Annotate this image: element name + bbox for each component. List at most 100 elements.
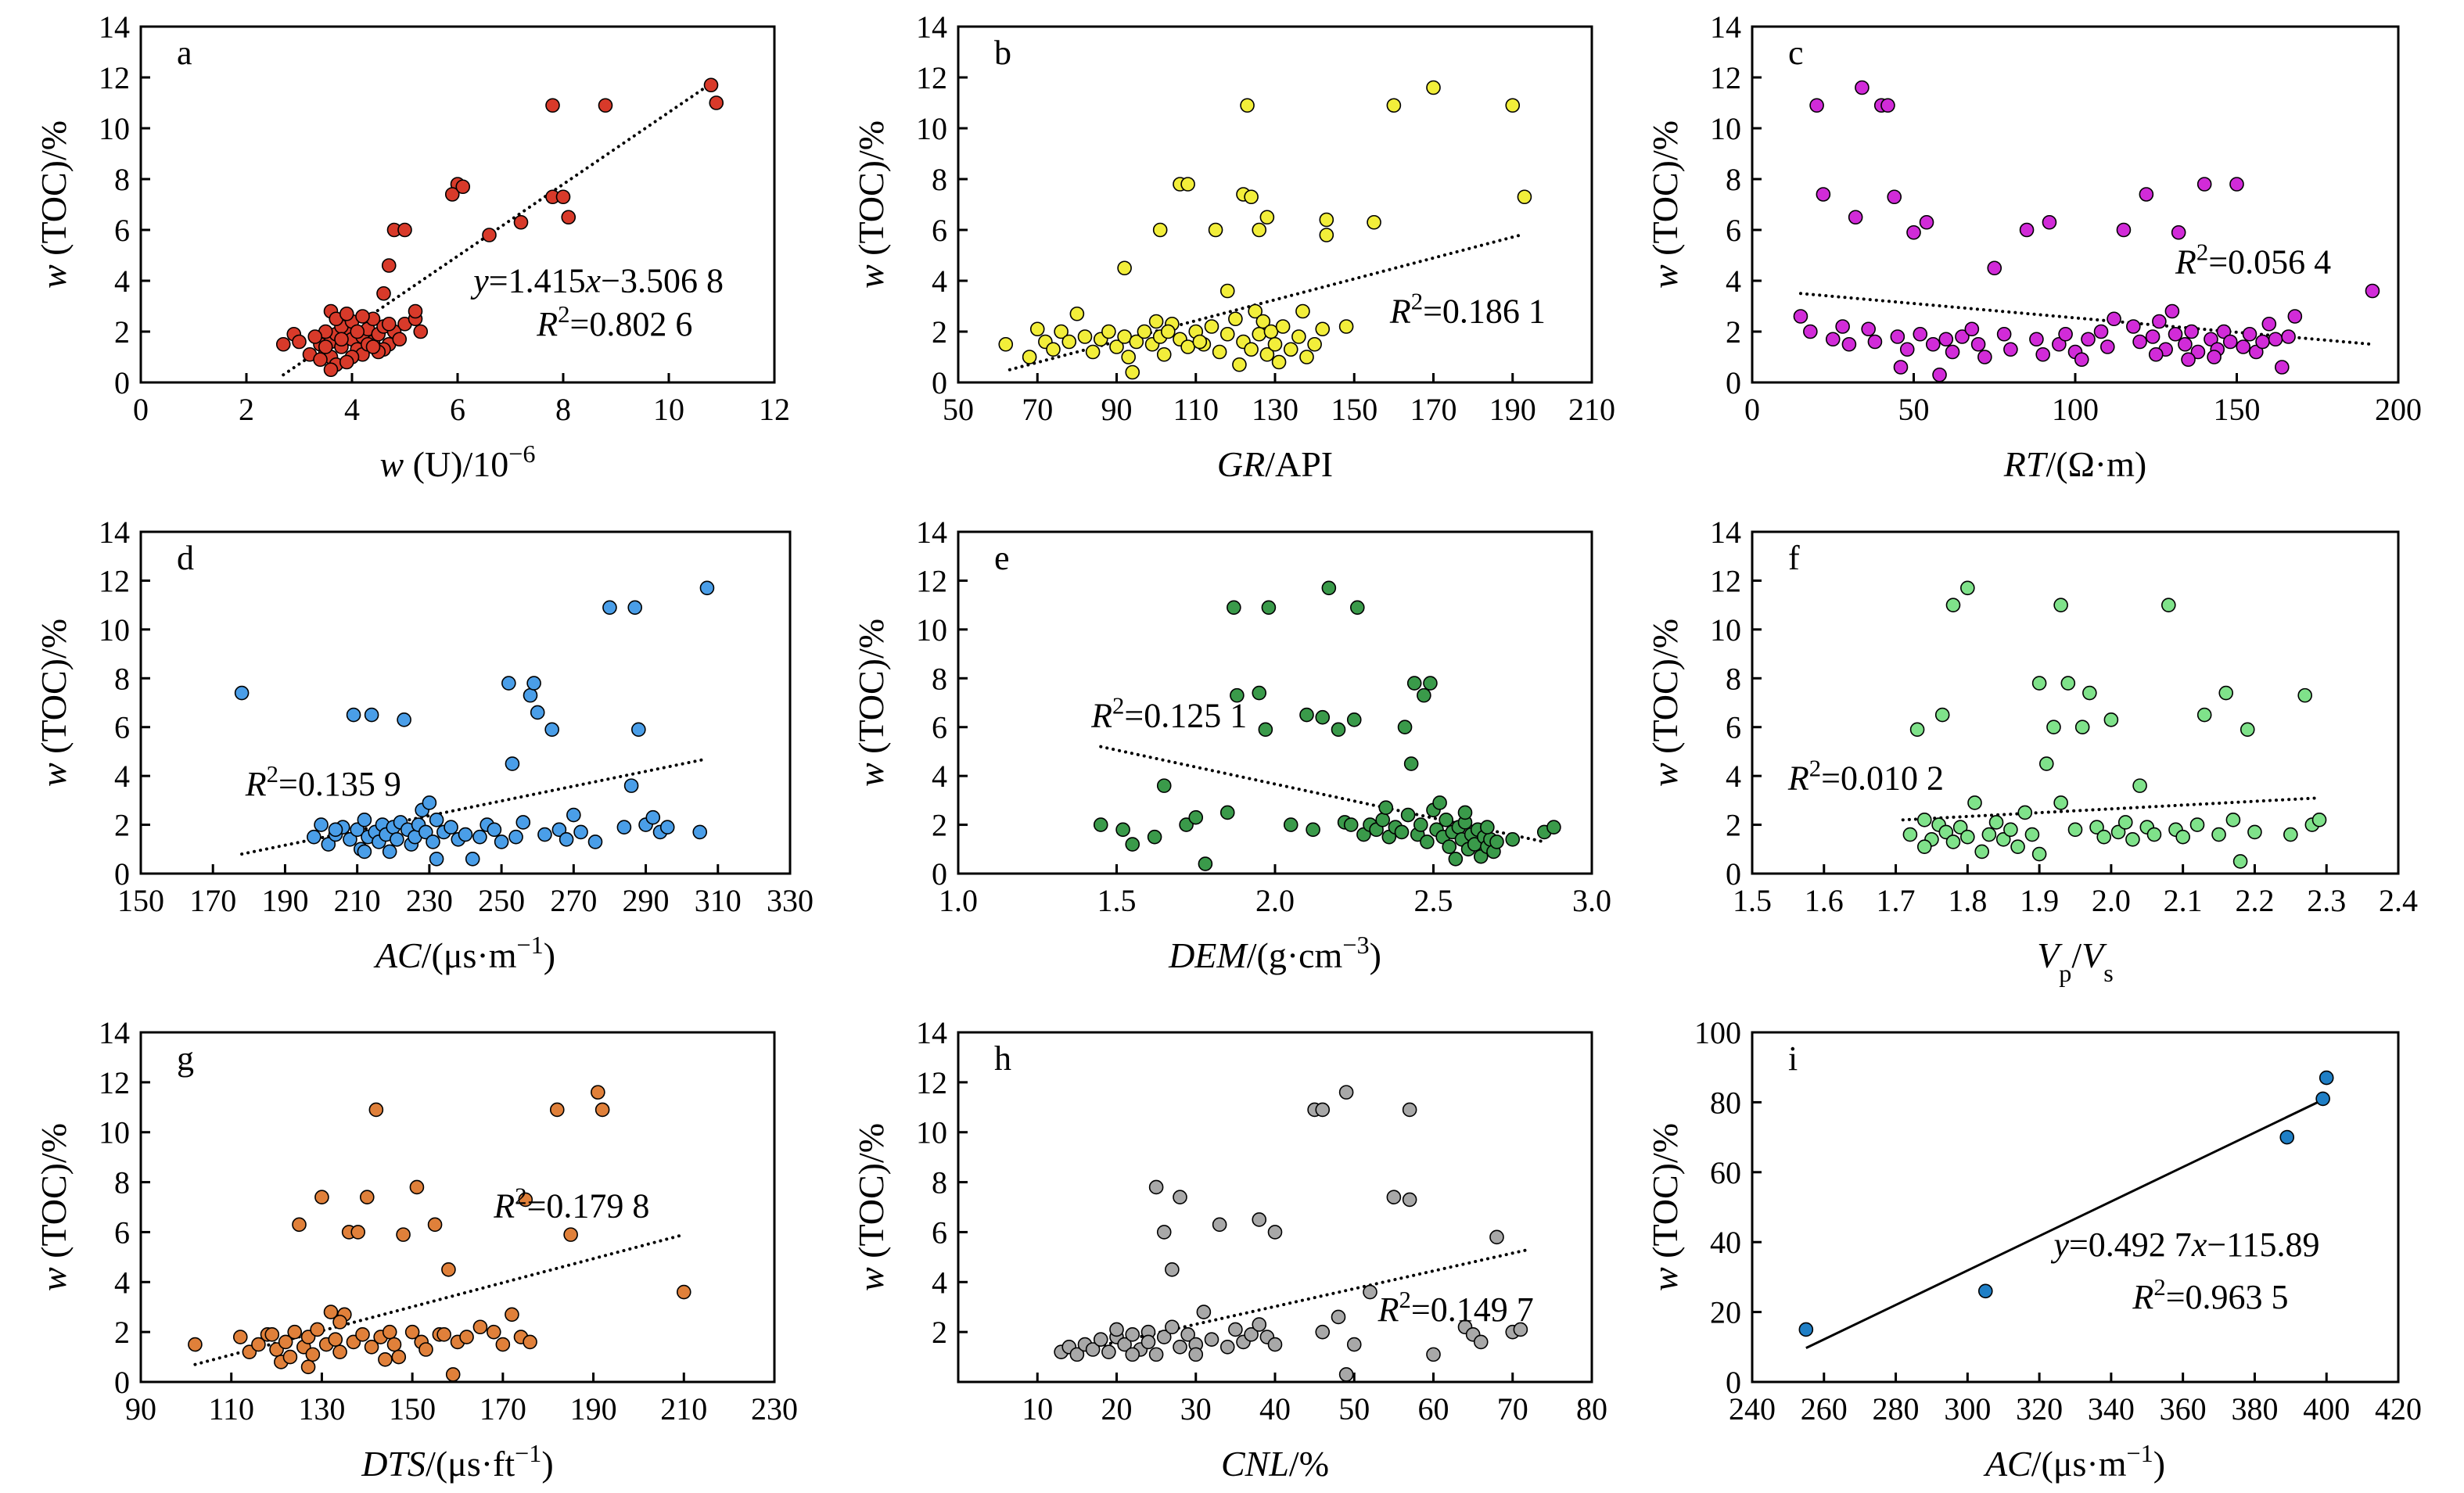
panel-letter: d	[177, 539, 194, 577]
data-point	[418, 824, 433, 840]
plot-frame	[1751, 530, 2400, 875]
y-tick-label: 2	[114, 314, 130, 350]
x-tick-label: 400	[2303, 1391, 2350, 1427]
data-point	[1996, 326, 2012, 342]
data-point	[1890, 329, 1905, 344]
equation-label-part: =0.963 5	[2166, 1278, 2289, 1316]
x-axis-label-part: /%	[1289, 1444, 1329, 1484]
data-point	[1932, 367, 1947, 382]
data-point	[2204, 332, 2218, 347]
data-point	[292, 334, 307, 350]
data-point	[1893, 360, 1909, 375]
y-tick-label: 14	[99, 1015, 130, 1050]
data-point	[382, 844, 397, 860]
y-tick-label: 12	[99, 1065, 130, 1100]
data-point	[1255, 314, 1271, 329]
data-point	[1403, 756, 1419, 771]
panel-letter: g	[177, 1039, 194, 1078]
data-point	[2275, 360, 2290, 375]
data-point	[545, 98, 560, 113]
data-point	[2281, 329, 2296, 344]
plot-frame	[139, 1031, 776, 1384]
data-point	[1117, 1337, 1132, 1352]
equation-label-part: R	[1389, 292, 1411, 331]
y-axis-label: w (TOC)/%	[1645, 120, 1685, 289]
y-tick-label: 0	[1726, 856, 1741, 892]
data-point	[1945, 834, 1961, 849]
data-point	[2053, 598, 2068, 612]
equation-label-part: 2	[1112, 693, 1124, 720]
data-point	[1945, 598, 1961, 612]
x-tick-label: 190	[570, 1391, 617, 1427]
x-tick-label: 60	[1418, 1391, 1449, 1427]
plot-frame	[957, 1031, 1593, 1384]
x-tick-label: 90	[125, 1391, 156, 1427]
trend-line	[193, 1233, 686, 1366]
data-point	[549, 1102, 565, 1118]
data-point	[1259, 346, 1275, 362]
data-point	[2017, 805, 2033, 820]
y-axis-label-part: (TOC)/%	[1645, 1123, 1685, 1267]
data-point	[390, 832, 404, 847]
data-point	[1803, 324, 1818, 339]
equation-label: R2=0.149 7	[1377, 1287, 1534, 1329]
x-tick-label: 150	[2214, 392, 2261, 427]
data-point	[397, 222, 412, 238]
data-point	[2042, 214, 2057, 230]
data-point	[1192, 334, 1208, 350]
data-point	[2074, 352, 2089, 368]
plot-frame	[1751, 1031, 2400, 1384]
data-point	[1417, 687, 1431, 703]
data-point	[2031, 846, 2047, 862]
x-tick-label: 320	[2016, 1391, 2063, 1427]
x-axis-label-part: RT	[2003, 444, 2049, 484]
y-tick-label: 80	[1710, 1085, 1741, 1120]
x-axis-label-part: V	[2037, 935, 2063, 975]
data-point	[1386, 1190, 1402, 1205]
y-tick-label: 4	[1726, 264, 1741, 299]
data-point	[1938, 332, 1954, 347]
data-point	[1240, 98, 1255, 113]
data-point	[339, 354, 354, 370]
data-point	[1271, 354, 1287, 370]
x-tick-label: 300	[1944, 1391, 1991, 1427]
data-point	[334, 332, 349, 347]
data-point	[282, 1349, 298, 1365]
equation-label-part: =0.135 9	[278, 765, 401, 803]
equation-label-part: R	[536, 305, 558, 343]
data-point	[2222, 334, 2238, 350]
data-point	[2287, 309, 2303, 324]
data-point	[1180, 1327, 1195, 1342]
data-point	[436, 1327, 451, 1342]
y-tick-label: 8	[932, 162, 947, 197]
y-tick-label: 12	[916, 563, 947, 598]
data-point	[1196, 1305, 1212, 1319]
data-point	[2035, 346, 2050, 362]
data-point	[2031, 676, 2047, 691]
y-axis-label-part: w	[34, 264, 74, 289]
data-point	[2164, 303, 2180, 319]
data-point	[378, 1351, 393, 1367]
data-point	[2046, 720, 2061, 735]
x-axis-label-part: /(Ω·m)	[2046, 444, 2146, 484]
data-point	[594, 1102, 610, 1118]
panel-i: 240 260 280 300 320 340 360 380 400 420 0 20 40 60 80 1…	[1645, 1015, 2422, 1484]
data-point	[1085, 1342, 1101, 1357]
x-tick-label: 1.6	[1805, 883, 1844, 918]
data-point	[1546, 820, 1561, 834]
data-point	[465, 851, 480, 867]
data-point	[1173, 1190, 1187, 1205]
x-axis-label: DEM/(g·cm−3)	[1168, 931, 1381, 975]
panel-g: 90 110 130 150 170 190 210 230 0 2 4 6 8 10 12 14 DTS/(μ…	[34, 1015, 798, 1484]
data-point	[408, 303, 423, 319]
data-point	[1022, 350, 1037, 364]
equation-label-part: =0.125 1	[1124, 697, 1247, 735]
data-point	[339, 306, 354, 321]
data-point	[1267, 1337, 1283, 1352]
data-point	[314, 1190, 329, 1205]
data-point	[1981, 827, 1997, 842]
trend-line	[1099, 745, 1546, 844]
data-point	[1426, 80, 1441, 95]
x-tick-label: 110	[1173, 392, 1219, 427]
x-axis-label-part: −1	[2126, 1439, 2153, 1467]
